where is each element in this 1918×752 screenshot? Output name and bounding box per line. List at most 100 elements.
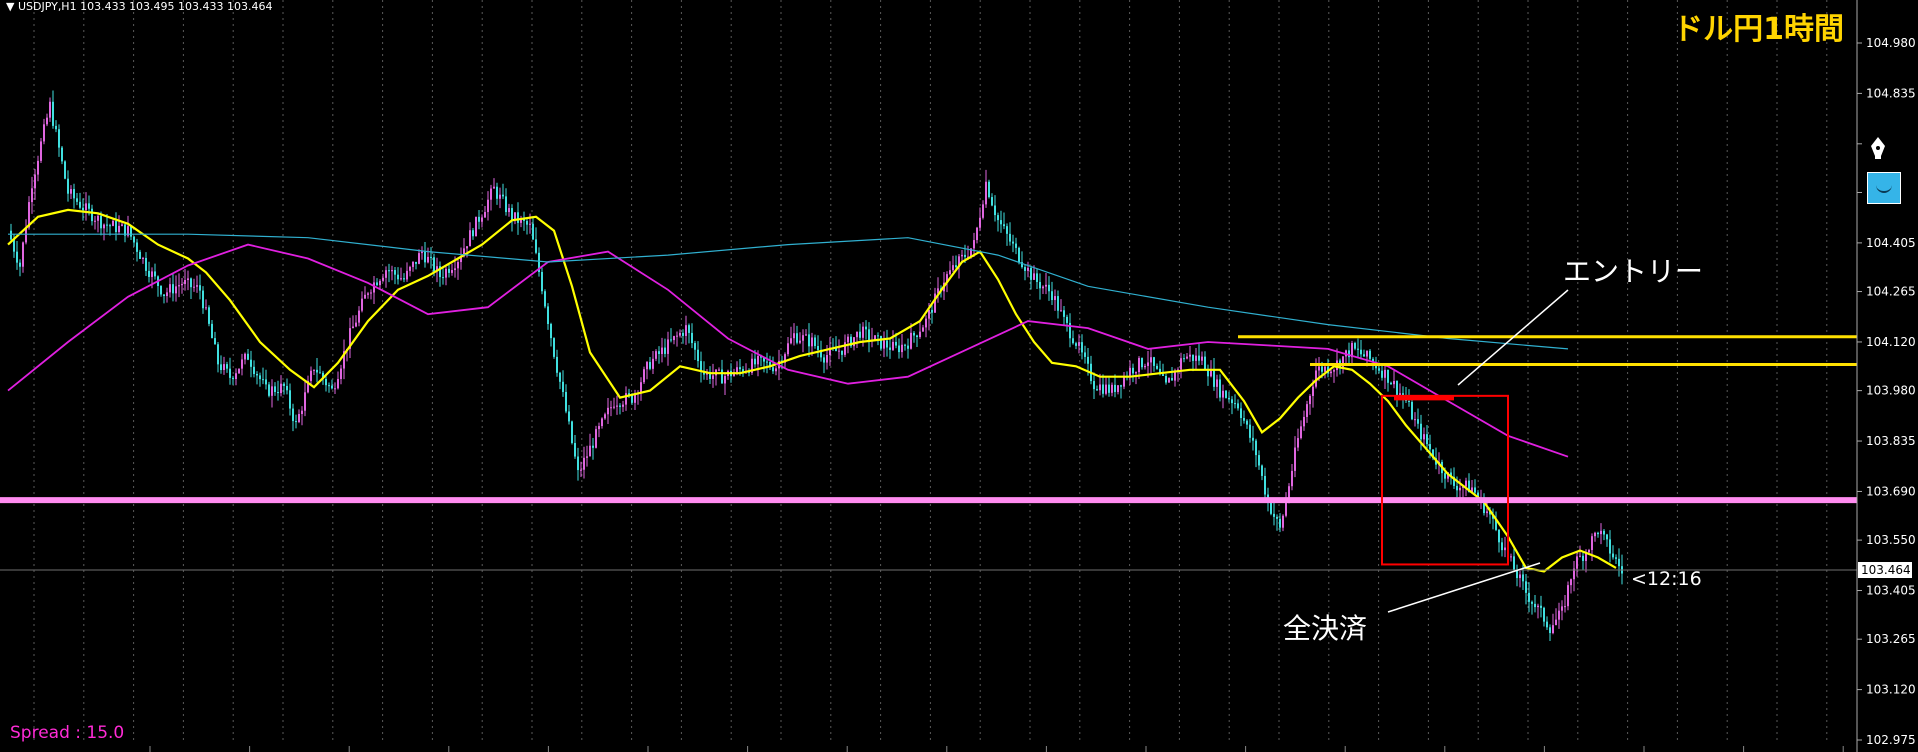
candle-body [349,328,351,349]
candle-body [535,239,537,253]
spread-label: Spread : 15.0 [10,723,125,743]
candle-body [1558,610,1560,620]
candle-body [1075,343,1077,346]
candle-body [835,348,837,352]
candle-body [1378,368,1380,371]
bar-timer-label: <12:16 [1631,568,1702,590]
candle-body [1111,384,1113,393]
candle-body [1618,558,1620,567]
candle-body [1030,267,1032,280]
candle-body [1546,621,1548,628]
candle-body [676,335,678,337]
candle-body [1573,568,1575,580]
candle-body [1600,530,1602,535]
smile-icon[interactable] [1867,172,1901,204]
candle-body [1483,497,1485,514]
candle-body [691,332,693,344]
candle-body [1471,487,1473,493]
trade-overlay [1381,289,1569,613]
candle-body [1381,370,1383,378]
pen-nib-icon[interactable] [1868,136,1888,160]
candle-body [1144,365,1146,368]
candle-body [436,266,438,272]
candle-body [1123,376,1125,387]
candle-body [400,278,402,280]
candle-body [907,345,909,349]
candle-body [244,353,246,360]
candle-body [1174,370,1176,381]
candle-body [445,268,447,278]
candle-body [307,380,309,393]
candle-body [67,178,69,194]
candle-body [19,262,21,267]
candle-body [805,334,807,336]
candle-body [376,282,378,286]
horizontal-price-lines [0,335,1857,571]
candle-body [352,326,354,329]
candle-body [1201,356,1203,361]
candle-body [487,199,489,213]
candle-body [355,322,357,327]
candle-body [916,335,918,338]
candle-body [1357,348,1359,350]
candle-body [391,270,393,272]
candle-body [1270,501,1272,514]
candle-body [1495,518,1497,530]
candle-body [1042,286,1044,289]
candle-body [1006,226,1008,234]
candle-body [1408,400,1410,402]
candle-body [1417,419,1419,424]
candle-body [511,208,513,221]
candle-body [268,384,270,396]
candle-body [64,161,66,179]
price-tick-label: 103.550 [1866,533,1916,547]
candle-body [175,286,177,294]
candle-body [1450,472,1452,477]
candle-body [94,220,96,222]
candle-body [454,268,456,271]
candle-body [1246,420,1248,425]
candle-body [946,274,948,283]
candle-body [205,307,207,309]
candle-body [520,218,522,223]
candle-body [46,117,48,125]
candle-body [466,246,468,249]
candle-body [166,292,168,297]
candle-body [55,125,57,130]
candle-body [1459,487,1461,491]
candle-body [499,194,501,199]
candle-body [1108,384,1110,393]
candle-body [133,236,135,243]
candle-body [1273,513,1275,517]
candle-body [856,331,858,338]
candle-body [1534,603,1536,608]
candle-body [790,338,792,344]
moving-average-lines [7,208,1617,573]
candle-body [1078,342,1080,346]
candle-body [1399,393,1401,396]
candle-body [574,443,576,457]
candle-body [844,342,846,355]
candle-body [1129,367,1131,377]
candle-body [784,354,786,363]
candle-body [658,351,660,354]
candle-body [439,266,441,278]
candle-body [1255,440,1257,456]
candle-body [385,270,387,278]
candle-body [1351,343,1353,358]
price-tick-label: 103.980 [1866,384,1916,398]
candle-body [958,256,960,268]
price-tick-label: 103.835 [1866,434,1916,448]
candle-body [1036,273,1038,282]
candle-body [523,218,525,221]
candle-body [508,208,510,213]
candle-body [1141,358,1143,368]
candle-body [130,226,132,237]
candle-body [136,242,138,252]
candle-body [457,262,459,269]
candle-body [1465,480,1467,487]
candle-body [160,285,162,295]
candle-body [604,414,606,419]
candle-body [1324,366,1326,372]
